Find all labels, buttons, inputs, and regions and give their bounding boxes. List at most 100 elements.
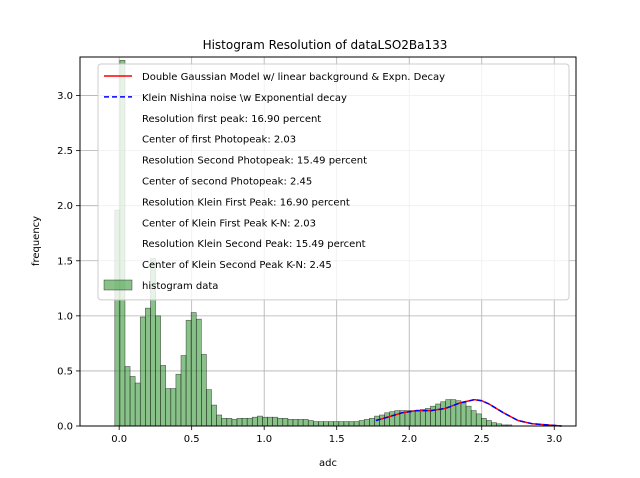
histogram-bar [419,409,426,427]
histogram-bar [129,376,136,427]
histogram-bar [384,412,390,427]
histogram-bar [282,417,289,427]
histogram-bar [318,421,324,427]
legend-entry-6: Resolution Klein First Peak: 16.90 perce… [142,197,350,208]
histogram-bar [216,414,223,427]
y-axis-ticks: 0.0 0.5 1.0 1.5 2.0 2.5 3.0 [57,91,80,433]
histogram-bar [226,417,233,427]
histogram-bar [475,413,482,427]
y-tick-label-2: 1.0 [57,311,73,322]
histogram-bar [139,316,146,427]
histogram-bar [134,382,141,427]
histogram-bar [297,419,304,427]
histogram-bar [470,410,477,427]
histogram-bar [394,410,401,427]
histogram-bar [272,416,279,427]
histogram-bar [155,315,161,427]
histogram-bar [435,403,441,427]
histogram-bar [185,319,192,427]
histogram-bar [450,399,457,427]
x-axis-ticks: 0.0 0.5 1.0 1.5 2.0 2.5 3.0 [111,426,562,445]
histogram-bar [241,417,248,427]
histogram-bar [165,388,172,427]
histogram-bar [195,318,202,427]
histogram-bar [124,366,131,427]
histogram-bar [323,421,329,427]
y-axis-label: frequency [31,216,42,266]
x-tick-label-2: 1.0 [256,434,272,445]
histogram-bar [363,419,370,427]
histogram-bar [221,417,228,427]
legend-entry-4: Resolution Second Photopeak: 15.49 perce… [142,156,367,167]
histogram-bar [231,419,238,427]
histogram-bar [358,420,365,427]
histogram-bar [277,417,284,427]
y-tick-label-6: 3.0 [57,91,73,102]
histogram-bar [160,365,167,427]
histogram-bar [313,421,319,427]
histogram-bar [287,419,294,427]
histogram-bar [379,414,385,427]
histogram-bar [170,388,177,427]
x-tick-label-6: 3.0 [546,434,562,445]
histogram-bar [190,312,197,427]
histogram-bar [445,399,452,427]
legend-entry-10: histogram data [142,281,218,292]
histogram-bar [292,419,299,427]
fit-lines [375,398,562,427]
histogram-bar [201,354,207,427]
histogram-bar [430,405,436,427]
series-line-1 [375,398,562,427]
y-tick-label-1: 0.5 [57,366,73,377]
histogram-bar [414,410,421,427]
legend-entry-0: Double Gaussian Model w/ linear backgrou… [142,72,445,83]
legend-entry-5: Center of second Photopeak: 2.45 [142,177,312,188]
histogram-bar [175,373,182,427]
legend-entry-7: Center of Klein First Peak K-N: 2.03 [142,218,316,229]
histogram-bar [267,416,273,427]
x-tick-label-4: 2.0 [401,434,417,445]
histogram-bar [338,421,345,427]
histogram-bar [343,421,350,427]
histogram-bar [369,417,375,427]
legend-entry-8: Resolution Klein Second Peak: 15.49 perc… [142,239,366,250]
histogram-bar [440,401,446,427]
x-tick-label-3: 1.5 [329,434,345,445]
chart-title: Histogram Resolution of dataLSO2Ba133 [203,38,448,52]
y-tick-label-0: 0.0 [57,422,73,433]
histogram-bar [236,417,243,427]
y-tick-label-3: 1.5 [57,256,73,267]
legend-entry-2: Resolution first peak: 16.90 percent [142,114,321,125]
legend: Double Gaussian Model w/ linear backgrou… [97,63,570,301]
legend-box [97,63,570,301]
plot-frame [79,56,577,427]
histogram-bar [481,417,487,427]
x-tick-label-0: 0.0 [111,434,127,445]
histogram-bar [465,405,472,427]
histogram-bar [180,355,187,427]
x-tick-label-1: 0.5 [184,434,200,445]
histogram-bar [409,410,416,427]
legend-patch-10 [103,279,133,291]
histogram-bar [486,420,492,427]
legend-entry-3: Center of first Photopeak: 2.03 [142,135,296,146]
histogram-bar [307,420,314,427]
y-tick-label-5: 2.5 [57,146,73,157]
x-tick-label-5: 2.5 [474,434,490,445]
histogram-bar [211,404,217,427]
histogram-bar [257,415,263,427]
legend-entry-1: Klein Nishina noise \w Exponential decay [142,93,347,104]
legend-entry-9: Center of Klein Second Peak K-N: 2.45 [142,260,332,271]
histogram-bar [460,402,467,427]
histogram-bar [353,421,360,427]
histogram-bar [251,416,258,427]
histogram-bar [333,421,340,427]
x-axis-label: adc [319,458,337,469]
histogram-bar [348,421,355,427]
histogram-bar [145,307,151,427]
y-tick-label-4: 2.0 [57,201,73,212]
histogram-bar [246,417,253,427]
histogram-bar [206,389,212,427]
histogram-bar [374,415,380,427]
